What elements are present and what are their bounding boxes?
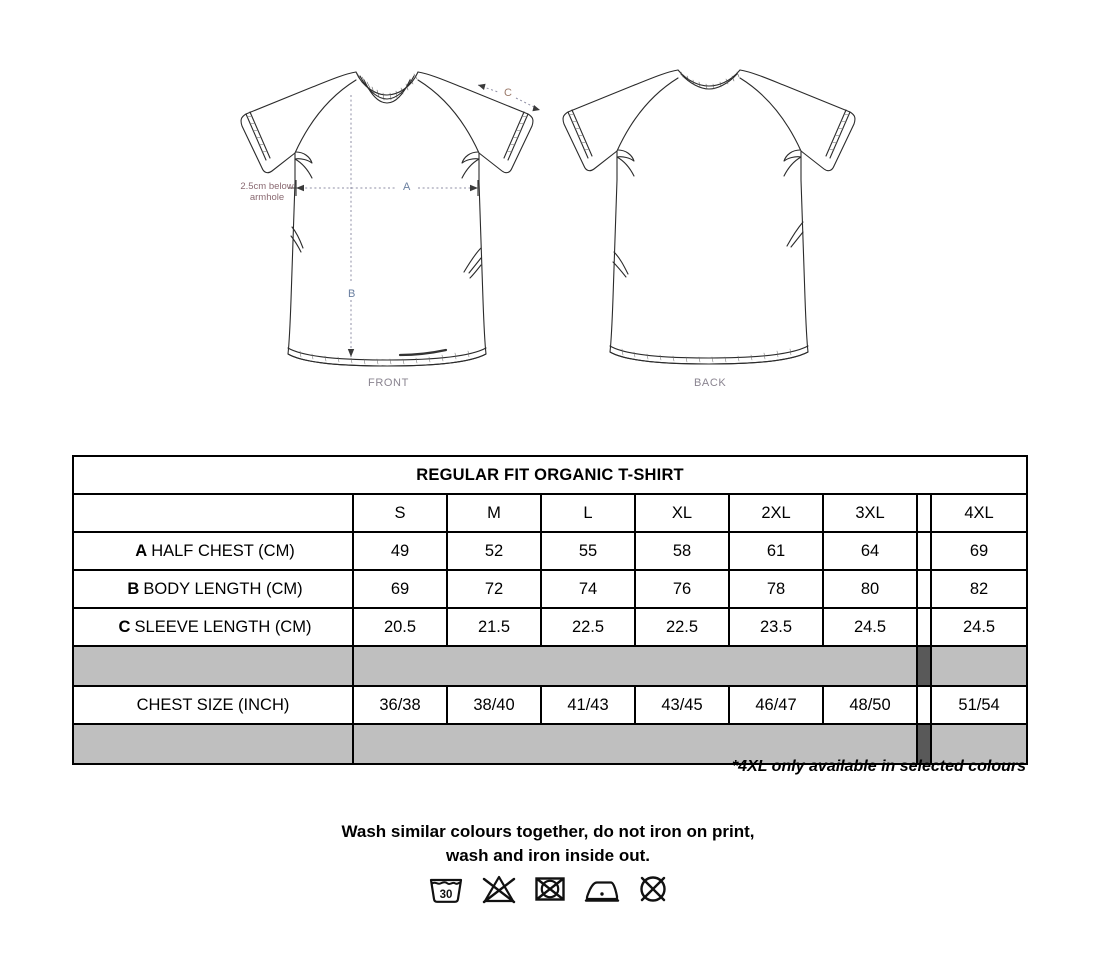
care-symbols-row: 30 — [0, 873, 1096, 905]
spacer-cell — [352, 645, 918, 687]
care-instructions-text: Wash similar colours together, do not ir… — [0, 820, 1096, 868]
header-blank-cell — [72, 493, 354, 533]
table-row: B BODY LENGTH (CM) 69 72 74 76 78 80 82 — [72, 569, 1029, 609]
cell-body-length-s: 69 — [352, 569, 448, 609]
cell-sleeve-length-xl: 22.5 — [634, 607, 730, 647]
header-size-3xl: 3XL — [822, 493, 918, 533]
spacer-cell — [929, 645, 1029, 687]
table-row: C SLEEVE LENGTH (CM) 20.5 21.5 22.5 22.5 … — [72, 607, 1029, 647]
spacer-cell — [72, 645, 354, 687]
header-size-xl: XL — [634, 493, 730, 533]
do-not-tumble-dry-icon — [535, 877, 565, 901]
row-label-chest-size: CHEST SIZE (INCH) — [72, 685, 354, 725]
header-size-4xl: 4XL — [929, 493, 1029, 533]
size-chart-table: REGULAR FIT ORGANIC T-SHIRT S M L XL 2XL… — [71, 455, 1029, 765]
cell-half-chest-l: 55 — [540, 531, 636, 571]
cell-half-chest-3xl: 64 — [822, 531, 918, 571]
table-header-row: S M L XL 2XL 3XL 4XL — [72, 493, 1029, 533]
table-spacer-row — [72, 723, 1029, 765]
column-separator — [916, 569, 932, 609]
column-separator — [916, 607, 932, 647]
cell-sleeve-length-s: 20.5 — [352, 607, 448, 647]
chart-title: REGULAR FIT ORGANIC T-SHIRT — [71, 455, 1029, 495]
row-label-body-length: B BODY LENGTH (CM) — [72, 569, 354, 609]
measurement-label-b: B — [348, 288, 356, 300]
header-size-m: M — [446, 493, 542, 533]
care-line-1: Wash similar colours together, do not ir… — [341, 822, 755, 841]
column-separator — [916, 531, 932, 571]
cell-body-length-2xl: 78 — [728, 569, 824, 609]
table-footnote: *4XL only available in selected colours — [731, 758, 1026, 775]
back-shirt-illustration — [562, 69, 856, 365]
garment-diagram: FRONT BACK A B C 2.5cm below armhole — [0, 0, 1096, 430]
do-not-dry-clean-icon — [640, 876, 666, 902]
iron-low-icon — [584, 881, 620, 902]
front-shirt-illustration — [240, 71, 541, 367]
cell-body-length-l: 74 — [540, 569, 636, 609]
row-label-text: SLEEVE LENGTH (CM) — [134, 617, 312, 636]
cell-chest-size-xl: 43/45 — [634, 685, 730, 725]
cell-body-length-m: 72 — [446, 569, 542, 609]
column-separator — [916, 645, 932, 687]
cell-half-chest-xl: 58 — [634, 531, 730, 571]
cell-chest-size-m: 38/40 — [446, 685, 542, 725]
cell-half-chest-m: 52 — [446, 531, 542, 571]
header-size-l: L — [540, 493, 636, 533]
column-separator — [916, 685, 932, 725]
cell-sleeve-length-2xl: 23.5 — [728, 607, 824, 647]
do-not-bleach-icon — [482, 875, 516, 904]
cell-sleeve-length-l: 22.5 — [540, 607, 636, 647]
table-row: A HALF CHEST (CM) 49 52 55 58 61 64 69 — [72, 531, 1029, 571]
cell-sleeve-length-m: 21.5 — [446, 607, 542, 647]
row-label-text: HALF CHEST (CM) — [151, 541, 295, 560]
header-size-2xl: 2XL — [728, 493, 824, 533]
row-letter-b: B — [127, 579, 140, 598]
cell-chest-size-4xl: 51/54 — [929, 685, 1029, 725]
cell-sleeve-length-3xl: 24.5 — [822, 607, 918, 647]
care-line-2: wash and iron inside out. — [445, 846, 651, 865]
cell-chest-size-2xl: 46/47 — [728, 685, 824, 725]
measurement-label-a: A — [403, 181, 411, 193]
table-spacer-row — [72, 645, 1029, 687]
row-letter-a: A — [135, 541, 148, 560]
cell-sleeve-length-4xl: 24.5 — [929, 607, 1029, 647]
cell-half-chest-2xl: 61 — [728, 531, 824, 571]
back-view-label: BACK — [694, 377, 727, 389]
cell-chest-size-3xl: 48/50 — [822, 685, 918, 725]
column-separator — [916, 493, 932, 533]
measurement-label-c: C — [504, 87, 512, 99]
cell-body-length-3xl: 80 — [822, 569, 918, 609]
row-label-half-chest: A HALF CHEST (CM) — [72, 531, 354, 571]
cell-body-length-xl: 76 — [634, 569, 730, 609]
spacer-cell — [929, 723, 1029, 765]
cell-half-chest-s: 49 — [352, 531, 448, 571]
row-letter-c: C — [118, 617, 131, 636]
cell-half-chest-4xl: 69 — [929, 531, 1029, 571]
cell-body-length-4xl: 82 — [929, 569, 1029, 609]
row-label-sleeve-length: C SLEEVE LENGTH (CM) — [72, 607, 354, 647]
spacer-cell — [352, 723, 918, 765]
column-separator — [916, 723, 932, 765]
header-size-s: S — [352, 493, 448, 533]
wash-30-icon: 30 — [429, 878, 463, 903]
wash-temperature-text: 30 — [440, 889, 453, 901]
row-label-text: BODY LENGTH (CM) — [143, 579, 303, 598]
front-view-label: FRONT — [368, 377, 409, 389]
spacer-cell — [72, 723, 354, 765]
cell-chest-size-s: 36/38 — [352, 685, 448, 725]
cell-chest-size-l: 41/43 — [540, 685, 636, 725]
table-title-row: REGULAR FIT ORGANIC T-SHIRT — [71, 455, 1029, 495]
armhole-annotation: 2.5cm below armhole — [240, 181, 294, 203]
size-chart-table-container: REGULAR FIT ORGANIC T-SHIRT S M L XL 2XL… — [71, 455, 1029, 765]
table-row: CHEST SIZE (INCH) 36/38 38/40 41/43 43/4… — [72, 685, 1029, 725]
